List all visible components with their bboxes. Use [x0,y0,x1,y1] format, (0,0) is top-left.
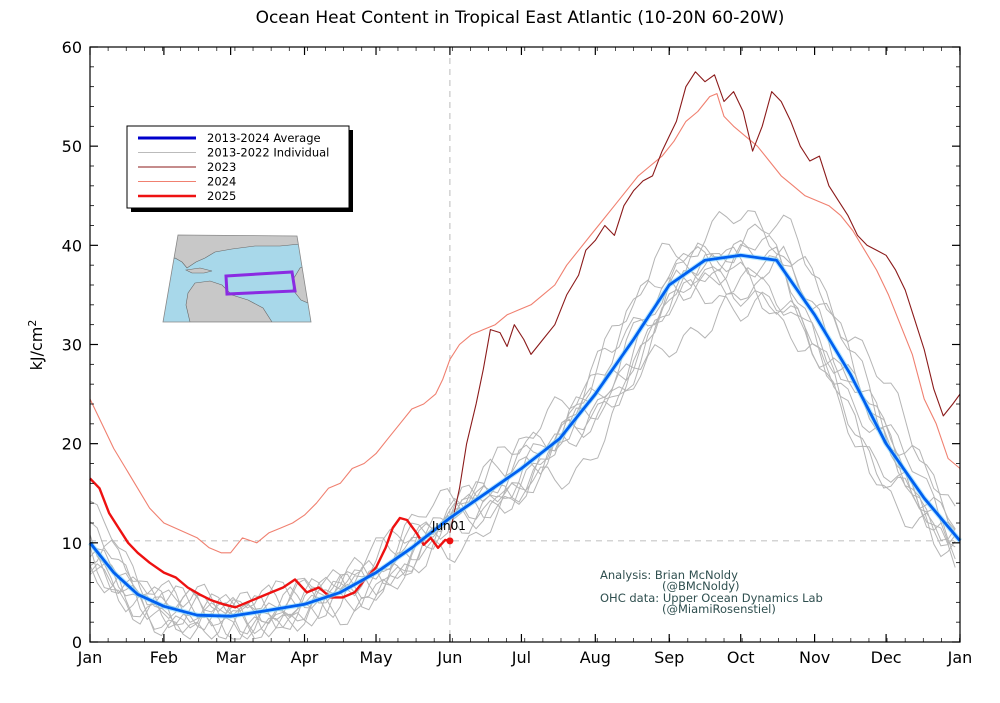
x-tick-label: Jun [436,648,462,667]
individual-year-line [89,245,956,635]
x-tick-label: Jan [947,648,973,667]
legend-label: 2013-2024 Average [207,131,321,145]
y-axis-label-superscript: 2 [26,320,39,327]
series-layer: Jun01 [88,71,962,640]
x-tick-label: Sep [654,648,684,667]
x-tick-label: Dec [871,648,902,667]
map-frame [162,234,312,323]
y-tick-label: 60 [62,38,82,57]
series-2024-line [89,93,961,554]
credit-analysis: Analysis: Brian McNoldy [600,568,738,582]
individual-year-line [89,253,956,640]
y-tick-label: 40 [62,236,82,255]
axes: 0 10 20 30 40 50 60 Jan Feb Mar Apr May Jun Jul Aug Sep… [62,38,973,667]
x-tick-label: May [359,648,392,667]
x-tick-label: Jul [511,648,531,667]
map-region-box [224,270,297,296]
x-tick-label: Apr [291,648,319,667]
legend-label: 2024 [207,175,236,189]
x-tick-label: Aug [580,648,611,667]
x-tick-label: Jan [77,648,103,667]
x-tick-label: Oct [727,648,755,667]
credit-data-source-handle: (@MiamiRosenstiel) [662,602,776,616]
y-tick-label: 30 [62,336,82,355]
series-2025-line [89,477,451,609]
chart-title: Ocean Heat Content in Tropical East Atla… [256,8,785,28]
credit-analysis-handle: (@BMcNoldy) [662,579,740,593]
series-2023-line [449,71,961,534]
individual-year-line [89,234,956,635]
individual-year-line [89,268,956,640]
legend-label: 2023 [207,160,236,174]
y-tick-label: 20 [62,435,82,454]
individual-year-line [89,242,956,631]
y-axis-label: kJ/cm2 [26,320,47,371]
current-date-label: Jun01 [431,519,466,533]
y-tick-label: 0 [72,633,82,652]
credits: Analysis: Brian McNoldy (@BMcNoldy) OHC … [600,568,823,616]
region-map-inset [162,234,312,323]
individual-year-line [89,243,956,640]
legend-label: 2013-2022 Individual [207,146,329,160]
x-tick-label: Mar [216,648,247,667]
average-line [88,253,962,618]
x-tick-label: Feb [150,648,178,667]
y-tick-label: 50 [62,137,82,156]
current-value-marker [446,537,454,545]
y-axis-label-base: kJ/cm [27,327,46,371]
map-land-south-america [185,280,273,322]
x-tick-label: Nov [799,648,830,667]
y-tick-label: 10 [62,534,82,553]
legend-label: 2025 [207,189,236,203]
credit-data-source: OHC data: Upper Ocean Dynamics Lab [600,591,823,605]
map-land-caribbean [185,267,213,274]
